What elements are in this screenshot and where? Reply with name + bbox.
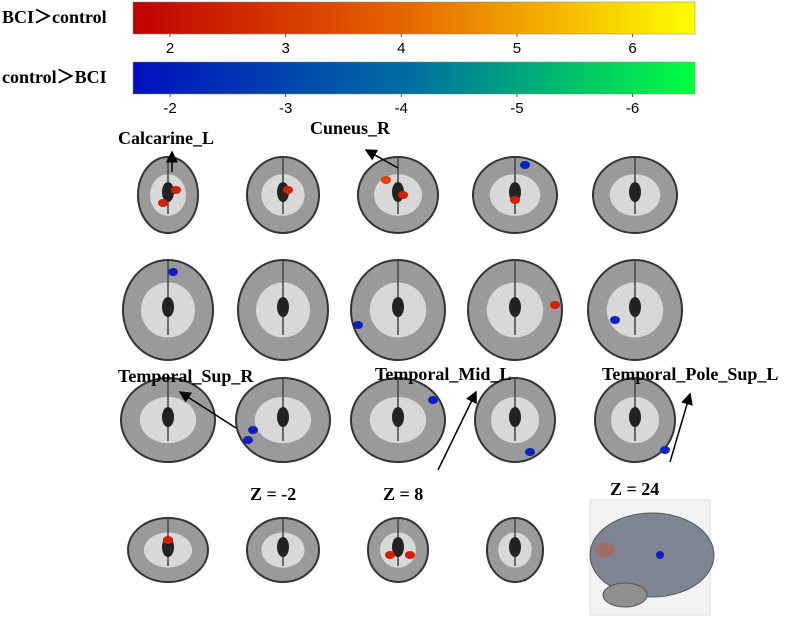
activation [168, 268, 178, 276]
ventricle [629, 297, 641, 317]
activation [405, 551, 415, 559]
activation [510, 196, 520, 204]
ventricle [277, 407, 289, 427]
annotation: Temporal_Mid_L [375, 364, 511, 384]
activation [171, 186, 181, 194]
slice-label: Z = 8 [383, 484, 423, 504]
activation [656, 551, 664, 559]
activation [398, 191, 408, 199]
activation [243, 436, 253, 444]
tick-label: 5 [513, 40, 521, 57]
ventricle [162, 297, 174, 317]
ventricle [509, 407, 521, 427]
annotation: Cuneus_R [310, 118, 391, 138]
ventricle [629, 182, 641, 202]
activation [381, 176, 391, 184]
brain-slices [120, 156, 715, 616]
ventricle [162, 407, 174, 427]
annotation: Calcarine_L [118, 128, 214, 148]
colorbar [132, 1, 696, 35]
brain-3d [589, 512, 715, 598]
ventricle [392, 407, 404, 427]
tick-label: -3 [279, 100, 292, 117]
tick-label: 2 [166, 40, 174, 57]
tick-label: -6 [626, 100, 639, 117]
slice-label: Z = 24 [610, 479, 659, 499]
annotation: Temporal_Sup_R [118, 366, 254, 386]
activation [595, 542, 615, 558]
activation [660, 446, 670, 454]
tick-label: -2 [163, 100, 176, 117]
activation [163, 536, 173, 544]
colorbar-label: control＞BCI [2, 67, 107, 87]
ventricle [277, 537, 289, 557]
activation [520, 161, 530, 169]
ventricle [392, 537, 404, 557]
activation [283, 186, 293, 194]
activation [353, 321, 363, 329]
activation [610, 316, 620, 324]
colorbar [132, 61, 696, 95]
activation [248, 426, 258, 434]
activation [525, 448, 535, 456]
colorbar-label: BCI＞control [2, 7, 107, 27]
ventricle [509, 297, 521, 317]
annotation: Temporal_Pole_Sup_L [602, 364, 778, 384]
ventricle [277, 297, 289, 317]
arrow [669, 392, 693, 463]
tick-label: 6 [628, 40, 636, 57]
activation [428, 396, 438, 404]
ventricle [629, 407, 641, 427]
arrow [364, 149, 399, 169]
tick-label: 3 [281, 40, 289, 57]
ventricle [162, 182, 174, 202]
activation [550, 301, 560, 309]
activation [385, 551, 395, 559]
arrow [437, 390, 477, 471]
slice-label: Z = -2 [250, 484, 296, 504]
arrow [178, 391, 237, 429]
tick-label: -4 [395, 100, 408, 117]
tick-label: -5 [510, 100, 523, 117]
cerebellum [602, 582, 648, 608]
ventricle [392, 297, 404, 317]
activation [158, 199, 168, 207]
tick-label: 4 [397, 40, 405, 57]
ventricle [509, 537, 521, 557]
